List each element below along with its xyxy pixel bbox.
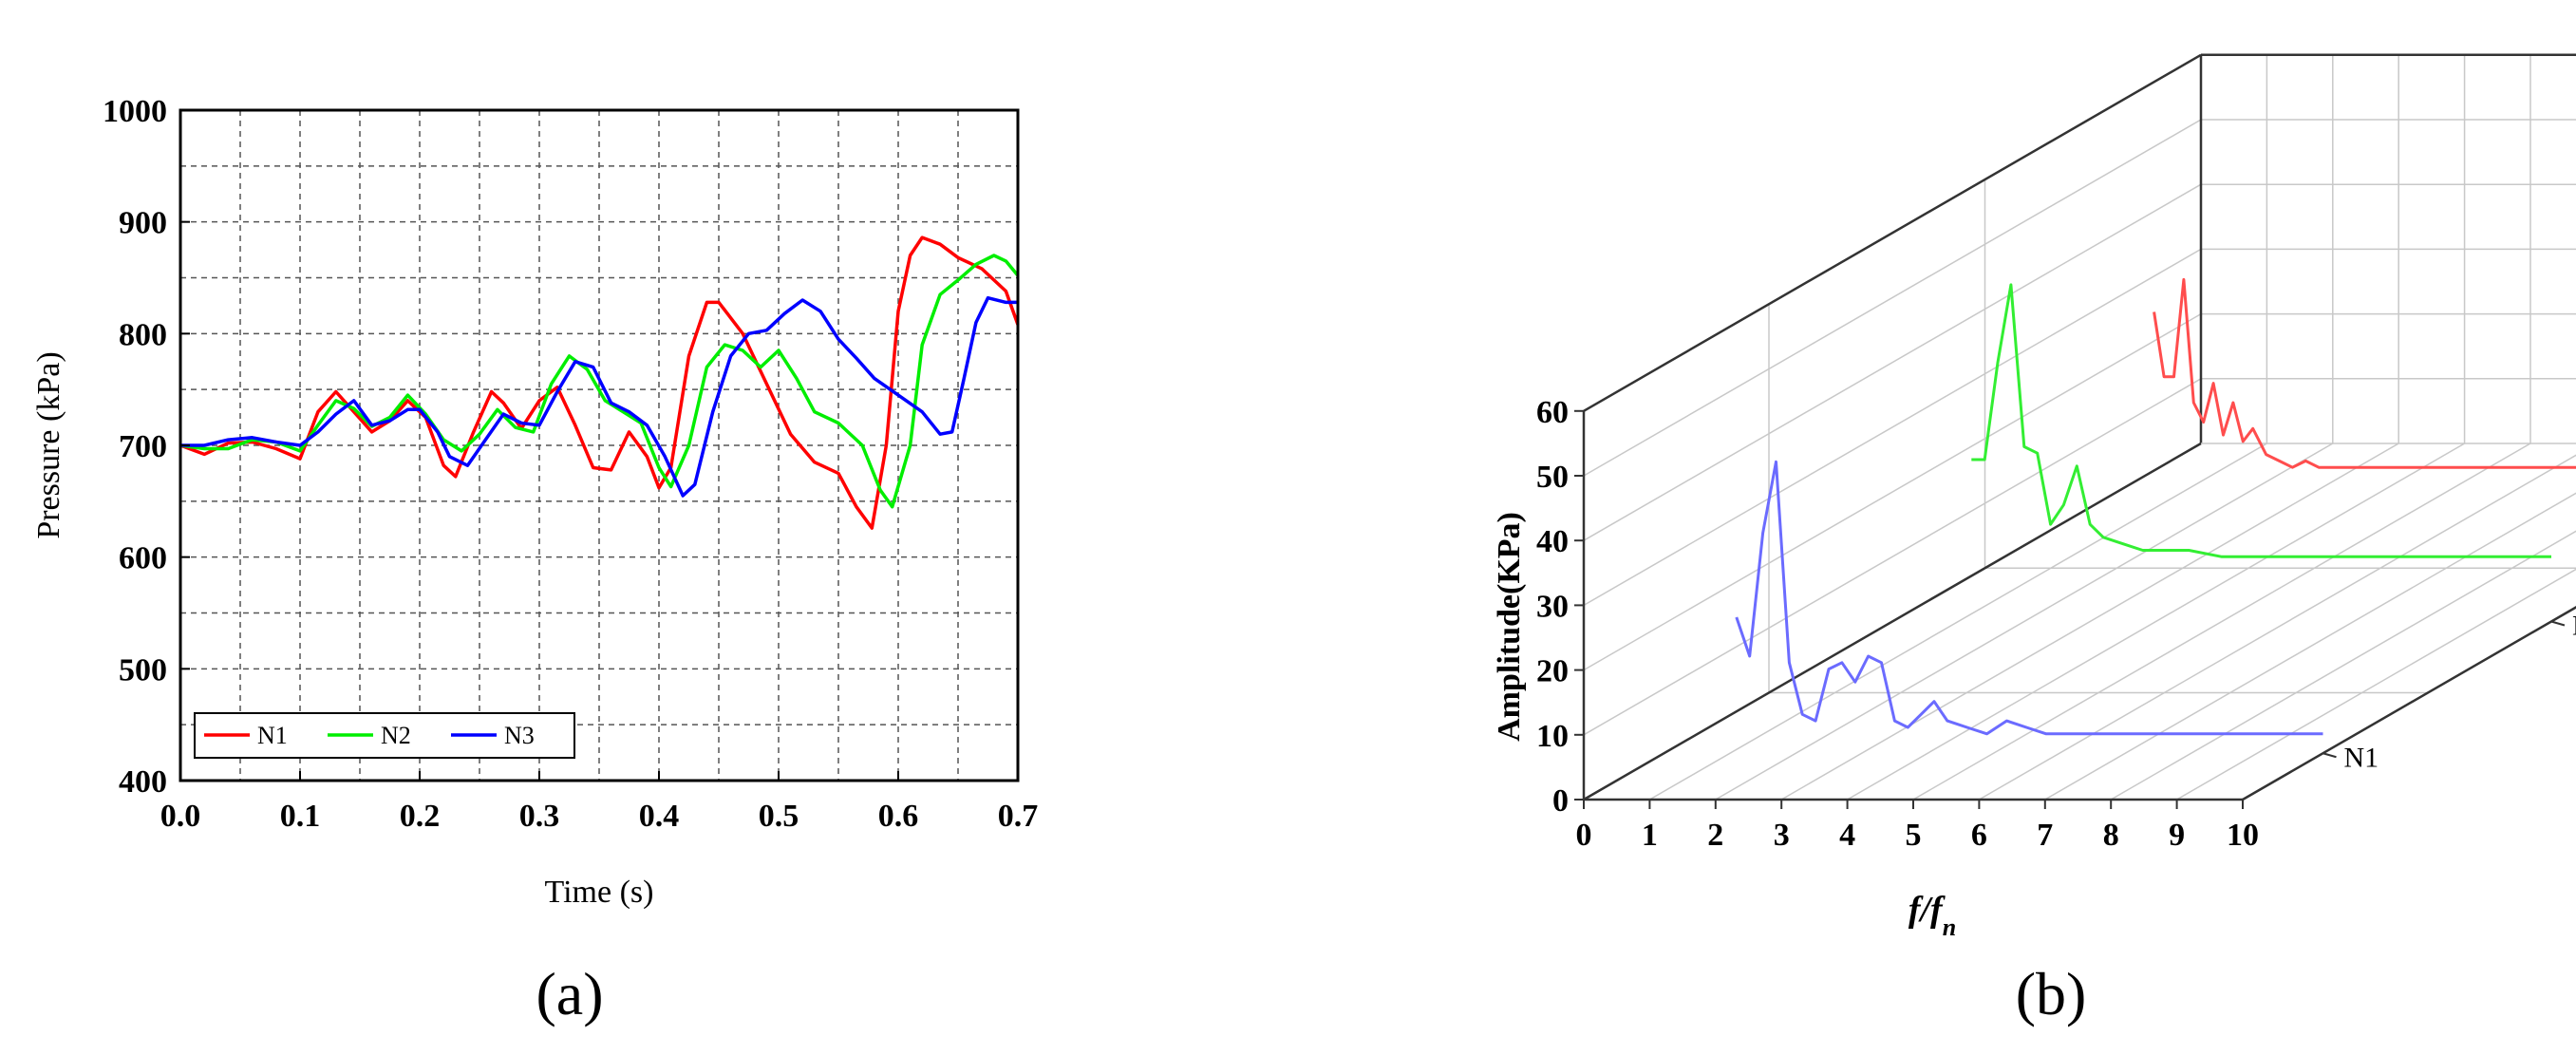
legend-box [194, 712, 575, 759]
x-tick-label: 6 [1971, 818, 1987, 853]
left-wall-gridline [1583, 183, 2202, 541]
y-tick-label: 0 [1552, 783, 1569, 819]
panel-b-series-lines [1735, 277, 2576, 736]
floor-gridline [1715, 443, 2334, 801]
panel-b-y-axis-title: Amplitude(KPa) [1492, 512, 1527, 742]
depth-tick-mark [2550, 620, 2566, 627]
x-tick-label: 10 [2227, 818, 2259, 853]
series-line-n3 [180, 295, 1018, 498]
floor-gridline [1847, 443, 2465, 801]
x-tick-label: 0 [1576, 818, 1592, 853]
legend-label-n2: N2 [381, 722, 411, 749]
panel-a-label: (a) [536, 960, 603, 1027]
depth-tick-label: N1 [2344, 742, 2379, 773]
left-wall-gridline [1583, 119, 2202, 477]
legend-label-n3: N3 [504, 722, 535, 749]
floor-gridline [2110, 530, 2576, 801]
series-line-n3 [2153, 277, 2576, 469]
x-tick-label: 4 [1839, 818, 1855, 853]
y-tick-label: 700 [119, 429, 167, 464]
y-tick-label: 800 [119, 317, 167, 352]
floor-gridline [1780, 443, 2399, 801]
x-tick-label: 0.1 [280, 799, 321, 834]
x-tick-label: 2 [1707, 818, 1723, 853]
y-tick-label: 60 [1536, 395, 1569, 430]
y-tick-label: 1000 [103, 94, 167, 129]
x-tick-label: 0.6 [878, 799, 919, 834]
wall-top-edge [1583, 53, 2202, 412]
y-tick-label: 30 [1536, 589, 1569, 624]
y-tick-label: 600 [119, 541, 167, 576]
floor-gridline [1649, 443, 2267, 801]
depth-tick-mark [2322, 752, 2337, 759]
y-tick-label: 500 [119, 652, 167, 688]
floor-gridline [2176, 568, 2576, 801]
panel-b-tick-labels: N1N2N30123456789100102030405060 [1536, 395, 2576, 853]
floor-gridline [2044, 492, 2576, 801]
floor-left-edge [1583, 442, 2202, 801]
x-tick-label: 7 [2037, 818, 2053, 853]
y-tick-label: 400 [119, 764, 167, 800]
y-tick-label: 10 [1536, 719, 1569, 754]
x-tick-label: 0.7 [998, 799, 1039, 834]
panel-a-y-axis-title: Pressure (kPa) [31, 351, 66, 538]
floor-gridline [2242, 606, 2576, 801]
x-tick-label: 5 [1906, 818, 1922, 853]
panel-a-series-lines [179, 235, 1020, 530]
left-wall-gridline [1583, 248, 2202, 607]
x-tick-label: 0.4 [639, 799, 680, 834]
y-tick-label: 20 [1536, 654, 1569, 689]
panel-b-3d-line-chart: N1N2N30123456789100102030405060 Amplitud… [1492, 53, 2576, 1027]
x-tick-label: 8 [2103, 818, 2119, 853]
series-line-n1 [1735, 460, 2323, 736]
depth-axis-line [2242, 606, 2576, 801]
x-tick-label: 0.0 [160, 799, 201, 834]
panel-a-x-axis-title: Time (s) [545, 875, 654, 910]
x-tick-label: 3 [1774, 818, 1790, 853]
floor-gridline [1912, 443, 2531, 801]
x-tick-label: 0.3 [519, 799, 560, 834]
panel-b-grid [1582, 53, 2576, 801]
panel-a-legend: N1 N2 N3 [194, 712, 575, 759]
x-tick-label: 1 [1642, 818, 1658, 853]
x-tick-label: 0.5 [759, 799, 799, 834]
series-line-n2 [1971, 283, 2551, 558]
y-tick-label: 50 [1536, 460, 1569, 495]
legend-label-n1: N1 [257, 722, 288, 749]
panel-a-grid [180, 110, 1018, 781]
left-wall-gridline [1583, 312, 2202, 671]
panel-b-label: (b) [2016, 960, 2087, 1027]
panel-a-line-chart: 0.0 0.1 0.2 0.3 0.4 0.5 0.6 0.7 400 500 600 700 800 9… [31, 94, 1038, 1027]
y-tick-label: 900 [119, 206, 167, 241]
depth-tick-label: N2 [2572, 611, 2576, 642]
x-tick-label: 9 [2169, 818, 2185, 853]
left-wall-gridline [1583, 378, 2202, 736]
y-tick-label: 40 [1536, 524, 1569, 559]
panel-b-x-axis-title: f/fn [1908, 890, 1956, 941]
floor-gridline [1979, 454, 2576, 801]
panel-a-tick-labels: 0.0 0.1 0.2 0.3 0.4 0.5 0.6 0.7 400 500 600 700 800 9… [103, 94, 1038, 834]
x-tick-label: 0.2 [400, 799, 441, 834]
